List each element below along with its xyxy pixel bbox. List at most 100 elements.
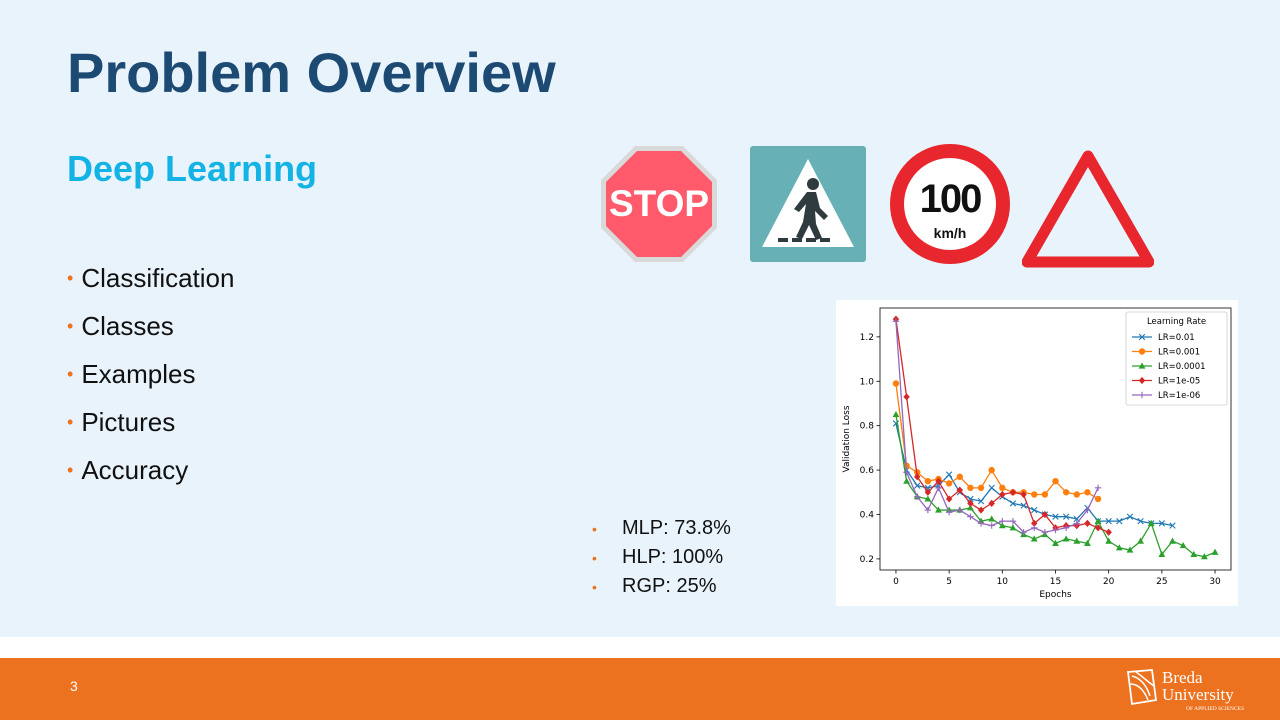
x-tick-label: 30 — [1209, 577, 1221, 587]
data-point — [956, 473, 963, 480]
x-tick-label: 5 — [946, 577, 952, 587]
data-point — [956, 506, 963, 514]
data-point — [1084, 519, 1091, 527]
bullet-icon: • — [592, 521, 597, 537]
speed-value: 100 — [920, 177, 981, 221]
data-point — [1126, 513, 1134, 520]
data-point — [977, 497, 985, 505]
data-point — [924, 495, 932, 502]
accuracy-list: • MLP: 73.8% • HLP: 100% • RGP: 25% — [592, 514, 731, 601]
x-tick-label: 10 — [997, 577, 1009, 587]
accuracy-item: • RGP: 25% — [592, 572, 731, 601]
x-axis-label: Epochs — [1039, 590, 1072, 600]
data-point — [1094, 495, 1102, 503]
data-point — [1052, 526, 1059, 534]
data-point — [1158, 550, 1166, 558]
logo-line2: University — [1162, 685, 1234, 704]
data-point — [1094, 484, 1102, 492]
legend-label: LR=1e-05 — [1158, 377, 1200, 387]
y-tick-label: 0.8 — [860, 422, 875, 432]
data-point — [945, 495, 953, 503]
data-point — [1052, 477, 1059, 485]
speed-limit-sign-icon: 100 km/h — [890, 144, 1010, 264]
data-point — [967, 513, 974, 520]
bullet-icon: • — [67, 316, 74, 336]
bullet-icon: • — [67, 268, 74, 288]
stop-sign-text: STOP — [609, 183, 709, 224]
series-lr-0-01 — [892, 420, 1176, 529]
bullet-icon: • — [592, 579, 597, 595]
data-point — [935, 506, 942, 513]
data-point — [988, 466, 995, 474]
list-item: • Classes — [67, 311, 174, 341]
bullet-icon: • — [67, 364, 74, 384]
legend-marker — [1138, 391, 1146, 399]
data-point — [1031, 524, 1038, 532]
list-item: • Classification — [67, 263, 235, 293]
data-point — [1115, 544, 1123, 551]
data-point — [1084, 539, 1091, 546]
page-number: 3 — [70, 678, 78, 694]
data-point — [914, 493, 921, 500]
data-point — [1041, 529, 1049, 536]
warning-triangle-icon — [1022, 150, 1154, 268]
legend-title: Learning Rate — [1147, 317, 1206, 327]
data-point — [988, 515, 996, 522]
y-tick-label: 0.2 — [860, 555, 874, 565]
data-point — [1116, 517, 1123, 525]
series-lr-0-001 — [892, 380, 1102, 503]
stop-sign-icon: STOP — [601, 146, 717, 262]
data-point — [903, 477, 910, 484]
topic-list: • Classification • Classes • Examples • Pict… — [67, 258, 234, 498]
bullet-icon: • — [67, 412, 74, 432]
data-point — [1105, 537, 1113, 544]
x-tick-label: 0 — [893, 577, 899, 587]
data-point — [1158, 520, 1166, 527]
data-point — [1137, 517, 1144, 525]
data-point — [1031, 491, 1038, 498]
data-point — [903, 393, 910, 401]
legend-box — [1125, 311, 1228, 406]
data-point — [1041, 491, 1049, 498]
list-item: • Accuracy — [67, 455, 189, 485]
data-point — [977, 506, 985, 514]
legend-marker — [1138, 348, 1146, 355]
series-lr-1e-06 — [892, 318, 1102, 536]
data-point — [999, 517, 1006, 525]
chart-legend: Learning Rate LR=0.01 LR=0.001 LR=0.0001 LR=… — [1125, 311, 1228, 406]
legend-label: LR=1e-06 — [1158, 391, 1200, 401]
data-point — [1094, 517, 1102, 524]
data-point — [1062, 489, 1070, 496]
logo-line3: OF APPLIED SCIENCES — [1186, 706, 1244, 712]
data-point — [1137, 537, 1144, 544]
data-point — [1062, 513, 1070, 520]
list-item: • Examples — [67, 359, 196, 389]
footer-gap — [0, 637, 1280, 658]
data-point — [1201, 553, 1208, 560]
x-tick-label: 20 — [1103, 577, 1115, 587]
chart-canvas: 0 5 10 15 20 25 30 0.2 0.4 0.6 0.8 1.0 1.2 Epochs Vali… — [842, 307, 1232, 600]
data-point — [977, 520, 985, 527]
data-point — [967, 499, 974, 507]
data-point — [1009, 500, 1017, 507]
data-point — [1031, 506, 1038, 514]
data-point — [945, 480, 953, 487]
list-item: • Pictures — [67, 407, 176, 437]
data-point — [1169, 537, 1176, 544]
data-point — [1062, 535, 1070, 542]
logo-line1: Breda — [1162, 668, 1203, 687]
legend-label: LR=0.001 — [1158, 348, 1200, 358]
data-point — [1126, 546, 1134, 553]
data-point — [945, 509, 953, 516]
data-point — [935, 477, 942, 485]
chart-axes: 0 5 10 15 20 25 30 0.2 0.4 0.6 0.8 1.0 1.2 Epochs Vali… — [842, 333, 1221, 600]
data-point — [1105, 528, 1112, 536]
data-point — [1211, 548, 1219, 555]
y-tick-label: 0.4 — [860, 510, 875, 520]
bullet-icon: • — [67, 460, 74, 480]
data-point — [892, 318, 900, 325]
y-axis-label: Validation Loss — [842, 405, 852, 472]
y-tick-label: 0.6 — [860, 466, 875, 476]
data-point — [903, 469, 910, 476]
series-lr-1e-05 — [892, 315, 1112, 536]
